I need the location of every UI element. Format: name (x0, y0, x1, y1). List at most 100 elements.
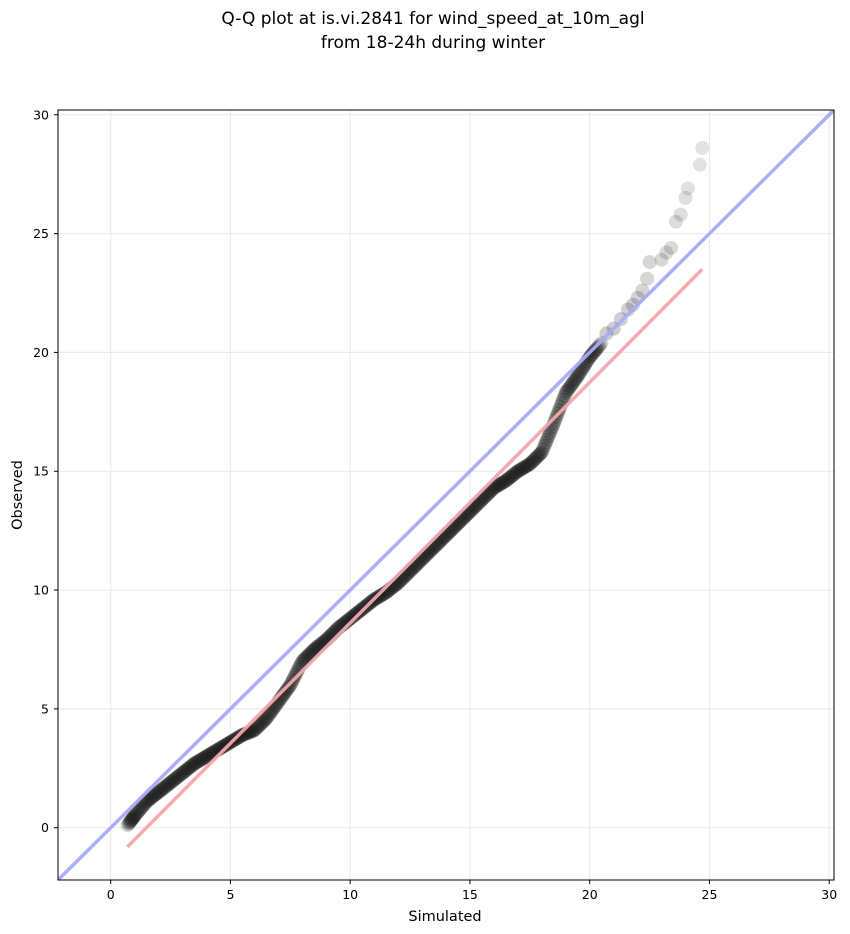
qq-point (180, 761, 195, 776)
qq-tail-point (642, 255, 657, 270)
qq-point (572, 367, 587, 382)
qq-point (566, 374, 581, 389)
qq-point (202, 747, 217, 762)
qq-point (349, 606, 364, 621)
qq-point (130, 805, 145, 820)
qq-point (247, 723, 262, 738)
qq-point (584, 348, 599, 363)
y-tick-label: 10 (33, 583, 49, 598)
qq-point (490, 478, 505, 493)
qq-point (143, 791, 158, 806)
qq-point (281, 679, 296, 694)
qq-point (493, 476, 508, 491)
x-tick-label: 5 (226, 887, 234, 902)
qq-point (497, 474, 512, 489)
qq-point (158, 779, 173, 794)
qq-point (126, 809, 141, 824)
qq-point (199, 749, 214, 764)
qq-point (297, 651, 312, 666)
qq-point (263, 705, 278, 720)
qq-point (167, 772, 182, 787)
qq-point (537, 438, 552, 453)
x-tick-label: 25 (702, 887, 718, 902)
qq-point (585, 346, 600, 361)
qq-point (524, 455, 539, 470)
y-tick-label: 20 (33, 345, 49, 360)
qq-point (538, 435, 553, 450)
qq-point (532, 447, 547, 462)
qq-point (488, 480, 503, 495)
qq-point (343, 611, 358, 626)
qq-point (375, 587, 390, 602)
y-tick-label: 5 (41, 701, 49, 716)
qq-point (147, 788, 162, 803)
qq-point (525, 454, 540, 469)
qq-point (288, 667, 303, 682)
plot-area (58, 110, 834, 880)
qq-point (510, 464, 525, 479)
qq-point (132, 802, 147, 817)
qq-point (307, 642, 322, 657)
qq-point (194, 752, 209, 767)
qq-point (250, 720, 265, 735)
qq-point (521, 457, 536, 472)
qq-point (295, 654, 310, 669)
qq-point (514, 461, 529, 476)
qq-point (536, 442, 551, 457)
qq-point (300, 649, 315, 664)
qq-point (301, 647, 316, 662)
qq-point (502, 470, 517, 485)
identity-line (58, 110, 834, 880)
qq-point (179, 762, 194, 777)
qq-point (504, 469, 519, 484)
qq-point (232, 729, 247, 744)
qq-point (562, 380, 577, 395)
qq-point (155, 781, 170, 796)
qq-point (151, 785, 166, 800)
qq-tail-point (668, 214, 683, 229)
qq-point (573, 364, 588, 379)
qq-point (154, 782, 169, 797)
qq-point (305, 643, 320, 658)
qq-point (530, 449, 545, 464)
qq-point (345, 609, 360, 624)
qq-point (590, 340, 605, 355)
qq-point (373, 588, 388, 603)
qq-point (304, 645, 319, 660)
qq-point (140, 793, 155, 808)
qq-point (160, 777, 175, 792)
grid-lines (58, 110, 834, 880)
qq-tail-point (654, 252, 669, 267)
qq-point (184, 758, 199, 773)
qq-point (303, 646, 318, 661)
qq-point (192, 753, 207, 768)
x-tick-label: 0 (107, 887, 115, 902)
qq-point (148, 787, 163, 802)
qq-point (219, 737, 234, 752)
y-tick-label: 15 (33, 464, 49, 479)
qq-point (259, 711, 274, 726)
qq-point (586, 345, 601, 360)
qq-point (150, 786, 165, 801)
qq-point (186, 757, 201, 772)
qq-tail-point (640, 271, 655, 286)
qq-point (127, 808, 142, 823)
qq-point (134, 800, 149, 815)
qq-point (248, 721, 263, 736)
qq-point (128, 807, 143, 822)
qq-point (520, 458, 535, 473)
qq-point (564, 378, 579, 393)
qq-tail-point (678, 190, 693, 205)
qq-point (144, 790, 159, 805)
qq-tail-point (680, 181, 695, 196)
qq-point (526, 453, 541, 468)
qq-point (260, 709, 275, 724)
qq-point (122, 815, 137, 830)
qq-point (121, 817, 136, 832)
qq-point (200, 748, 215, 763)
qq-point (166, 773, 181, 788)
qq-point (574, 362, 589, 377)
x-tick-label: 15 (462, 887, 478, 902)
qq-point (146, 789, 161, 804)
